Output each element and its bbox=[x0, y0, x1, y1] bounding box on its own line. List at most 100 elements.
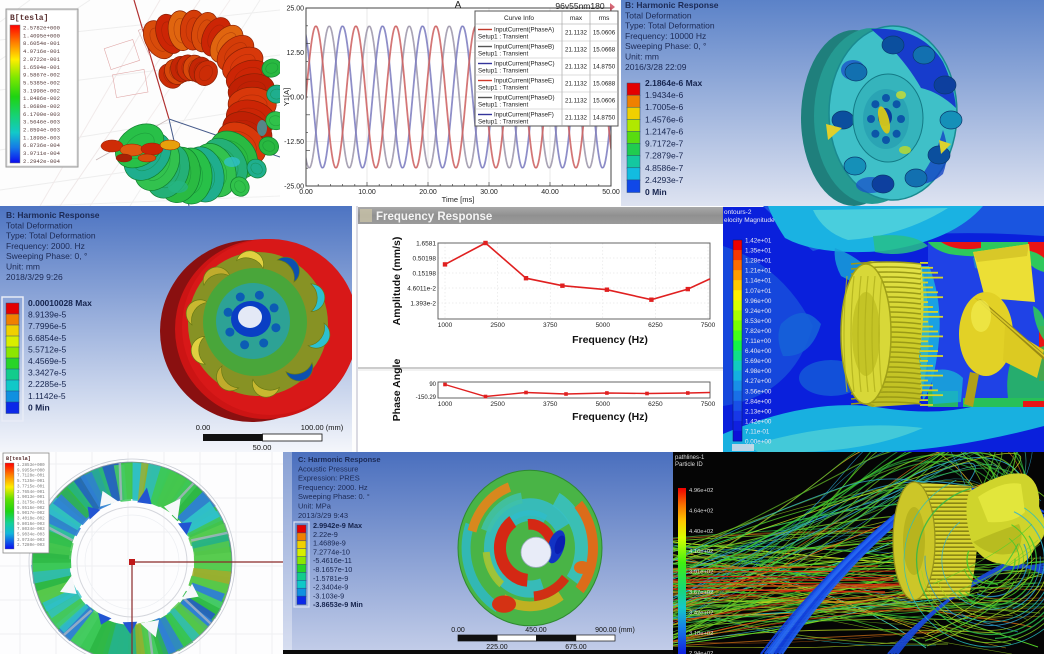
svg-text:9.96e+00: 9.96e+00 bbox=[745, 298, 772, 305]
svg-text:3.7715e-001: 3.7715e-001 bbox=[17, 485, 45, 489]
svg-text:3.42e+02: 3.42e+02 bbox=[689, 610, 713, 616]
svg-text:6.6854e-5: 6.6854e-5 bbox=[28, 333, 67, 343]
svg-text:1.2147e-6: 1.2147e-6 bbox=[645, 126, 684, 136]
svg-text:Frequency: 10000 Hz: Frequency: 10000 Hz bbox=[625, 31, 706, 41]
svg-text:Type: Total Deformation: Type: Total Deformation bbox=[625, 21, 715, 31]
svg-text:2500: 2500 bbox=[490, 322, 505, 329]
svg-text:21.1132: 21.1132 bbox=[565, 64, 587, 71]
svg-text:0.00010028 Max: 0.00010028 Max bbox=[28, 298, 92, 308]
svg-text:-2.3404e-9: -2.3404e-9 bbox=[313, 583, 348, 592]
svg-text:100.00 (mm): 100.00 (mm) bbox=[301, 423, 344, 432]
svg-text:0.00: 0.00 bbox=[196, 423, 211, 432]
svg-text:21.1132: 21.1132 bbox=[565, 47, 587, 54]
svg-text:7.2879e-7: 7.2879e-7 bbox=[645, 151, 684, 161]
svg-text:3.4018e-002: 3.4018e-002 bbox=[17, 518, 45, 522]
svg-text:1.42e+01: 1.42e+01 bbox=[745, 238, 772, 245]
svg-text:1000: 1000 bbox=[438, 322, 453, 329]
svg-text:450.00: 450.00 bbox=[525, 627, 547, 634]
svg-text:96v55nm180: 96v55nm180 bbox=[555, 1, 604, 11]
svg-text:15.0668: 15.0668 bbox=[593, 47, 616, 54]
svg-text:InputCurrent(PhaseB): InputCurrent(PhaseB) bbox=[494, 44, 554, 51]
svg-text:1.1898e-003: 1.1898e-003 bbox=[23, 134, 60, 141]
svg-text:max: max bbox=[570, 15, 583, 22]
svg-text:8.6054e-001: 8.6054e-001 bbox=[23, 40, 61, 47]
svg-text:3.18e+02: 3.18e+02 bbox=[689, 631, 713, 637]
svg-text:2.0722e-001: 2.0722e-001 bbox=[23, 56, 61, 63]
svg-text:Sweeping Phase: 0. °: Sweeping Phase: 0. ° bbox=[298, 492, 370, 501]
svg-text:Setup1 : Transient: Setup1 : Transient bbox=[478, 119, 528, 126]
svg-text:InputCurrent(PhaseD): InputCurrent(PhaseD) bbox=[494, 95, 555, 102]
svg-text:5.9017e-002: 5.9017e-002 bbox=[17, 512, 45, 516]
svg-text:0 Min: 0 Min bbox=[645, 187, 667, 197]
svg-text:4.4569e-5: 4.4569e-5 bbox=[28, 356, 67, 366]
svg-text:Setup1 : Transient: Setup1 : Transient bbox=[478, 102, 528, 109]
svg-text:2.4293e-7: 2.4293e-7 bbox=[645, 175, 684, 185]
svg-text:25.00: 25.00 bbox=[286, 6, 304, 13]
svg-text:InputCurrent(PhaseE): InputCurrent(PhaseE) bbox=[494, 78, 554, 85]
svg-text:3750: 3750 bbox=[543, 322, 558, 329]
svg-text:5000: 5000 bbox=[596, 322, 611, 329]
svg-text:20.00: 20.00 bbox=[419, 189, 437, 196]
svg-text:2.13e+00: 2.13e+00 bbox=[745, 408, 772, 415]
svg-text:7.11e-01: 7.11e-01 bbox=[745, 428, 770, 435]
svg-text:2013/3/29 9:43: 2013/3/29 9:43 bbox=[298, 511, 348, 520]
svg-text:pathlines-1: pathlines-1 bbox=[675, 455, 705, 461]
svg-text:5.5385e-002: 5.5385e-002 bbox=[23, 79, 60, 86]
svg-text:15.0606: 15.0606 bbox=[593, 98, 616, 105]
svg-text:3.3427e-5: 3.3427e-5 bbox=[28, 368, 67, 378]
svg-text:Frequency (Hz): Frequency (Hz) bbox=[572, 334, 648, 346]
svg-text:21.1132: 21.1132 bbox=[565, 98, 587, 105]
svg-text:2.1864e-6 Max: 2.1864e-6 Max bbox=[645, 78, 702, 88]
svg-text:3.91e+02: 3.91e+02 bbox=[689, 570, 713, 576]
svg-text:Setup1 : Transient: Setup1 : Transient bbox=[478, 68, 528, 75]
svg-text:Amplitude (mm/s): Amplitude (mm/s) bbox=[391, 237, 403, 326]
svg-text:B[tesla]: B[tesla] bbox=[10, 14, 48, 23]
svg-text:90: 90 bbox=[429, 382, 436, 388]
svg-text:1.14e+01: 1.14e+01 bbox=[745, 278, 772, 285]
svg-text:21.1132: 21.1132 bbox=[565, 81, 587, 88]
svg-text:4.96e+02: 4.96e+02 bbox=[689, 488, 713, 494]
svg-text:9.9516e-002: 9.9516e-002 bbox=[17, 507, 45, 511]
svg-text:4.6011e-2: 4.6011e-2 bbox=[407, 286, 436, 293]
svg-text:0.15198: 0.15198 bbox=[413, 271, 437, 278]
svg-text:InputCurrent(PhaseA): InputCurrent(PhaseA) bbox=[494, 27, 554, 34]
svg-text:A: A bbox=[455, 0, 462, 11]
svg-text:2.94e+02: 2.94e+02 bbox=[689, 651, 713, 654]
svg-text:1.393e-2: 1.393e-2 bbox=[410, 301, 436, 308]
svg-text:Total Deformation: Total Deformation bbox=[6, 220, 73, 230]
svg-text:2.2942e-004: 2.2942e-004 bbox=[23, 158, 61, 165]
svg-text:1.4689e-9: 1.4689e-9 bbox=[313, 539, 346, 548]
svg-text:Sweeping Phase: 0, °: Sweeping Phase: 0, ° bbox=[625, 41, 706, 51]
svg-text:2.22e-9: 2.22e-9 bbox=[313, 530, 338, 539]
svg-text:6.1700e-003: 6.1700e-003 bbox=[23, 111, 60, 118]
svg-text:6.40e+00: 6.40e+00 bbox=[745, 348, 772, 355]
svg-text:50.00: 50.00 bbox=[602, 189, 620, 196]
svg-text:Type: Total Deformation: Type: Total Deformation bbox=[6, 231, 96, 241]
svg-text:Unit: mm: Unit: mm bbox=[6, 262, 40, 272]
svg-text:2.2285e-5: 2.2285e-5 bbox=[28, 379, 67, 389]
svg-text:5.7135e-001: 5.7135e-001 bbox=[17, 480, 45, 484]
svg-text:3.9734e-003: 3.9734e-003 bbox=[17, 539, 45, 543]
svg-text:4.40e+02: 4.40e+02 bbox=[689, 529, 713, 535]
svg-text:4.98e+00: 4.98e+00 bbox=[745, 368, 772, 375]
svg-text:5000: 5000 bbox=[596, 401, 611, 408]
svg-text:225.00: 225.00 bbox=[486, 644, 508, 651]
svg-text:8.9139e-5: 8.9139e-5 bbox=[28, 310, 67, 320]
svg-text:0.00e+00: 0.00e+00 bbox=[745, 439, 772, 446]
svg-text:2.84e+00: 2.84e+00 bbox=[745, 398, 772, 405]
svg-text:0.00: 0.00 bbox=[451, 627, 465, 634]
svg-text:9.8016e-003: 9.8016e-003 bbox=[17, 523, 45, 527]
svg-text:7500: 7500 bbox=[701, 322, 716, 329]
svg-text:21.1132: 21.1132 bbox=[565, 115, 587, 122]
svg-text:Setup1 : Transient: Setup1 : Transient bbox=[478, 85, 528, 92]
svg-text:7.7128e-001: 7.7128e-001 bbox=[17, 475, 45, 479]
svg-text:5.9034e-003: 5.9034e-003 bbox=[17, 534, 45, 538]
svg-text:4.9716e-001: 4.9716e-001 bbox=[23, 48, 61, 55]
svg-text:Total Deformation: Total Deformation bbox=[625, 10, 692, 20]
svg-text:2500: 2500 bbox=[490, 401, 505, 408]
svg-text:1.6581: 1.6581 bbox=[416, 241, 436, 248]
svg-text:-3.103e-9: -3.103e-9 bbox=[313, 591, 344, 600]
svg-text:1.2853e+000: 1.2853e+000 bbox=[17, 464, 45, 468]
svg-text:9.9955e+000: 9.9955e+000 bbox=[17, 469, 45, 473]
svg-text:1.21e+01: 1.21e+01 bbox=[745, 268, 772, 275]
